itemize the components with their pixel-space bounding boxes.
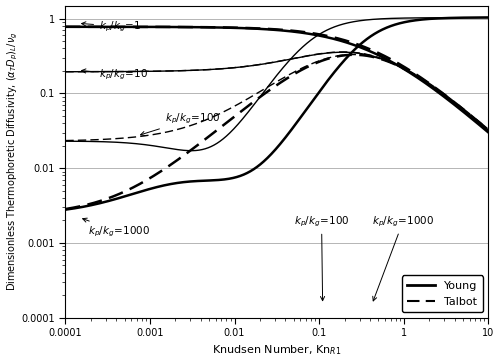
Text: $k_p/k_g\!=\!1000$: $k_p/k_g\!=\!1000$ bbox=[82, 218, 150, 239]
Legend: Young, Talbot: Young, Talbot bbox=[402, 276, 483, 312]
Text: $k_p/k_g\!=\!100$: $k_p/k_g\!=\!100$ bbox=[140, 111, 220, 135]
Text: $k_p/k_g\!=\!100$: $k_p/k_g\!=\!100$ bbox=[294, 214, 350, 301]
X-axis label: Knudsen Number, Kn$_{R1}$: Knudsen Number, Kn$_{R1}$ bbox=[212, 344, 342, 358]
Y-axis label: Dimensionless Thermophoretic Diffusivity, $(\alpha_T D_p)_L / \nu_g$: Dimensionless Thermophoretic Diffusivity… bbox=[6, 32, 20, 291]
Text: $k_p/k_g\!=\!1000$: $k_p/k_g\!=\!1000$ bbox=[372, 214, 434, 301]
Text: $k_p/k_g\!=\!1$: $k_p/k_g\!=\!1$ bbox=[82, 19, 142, 34]
Text: $k_p/k_g\!=\!10$: $k_p/k_g\!=\!10$ bbox=[82, 68, 148, 82]
